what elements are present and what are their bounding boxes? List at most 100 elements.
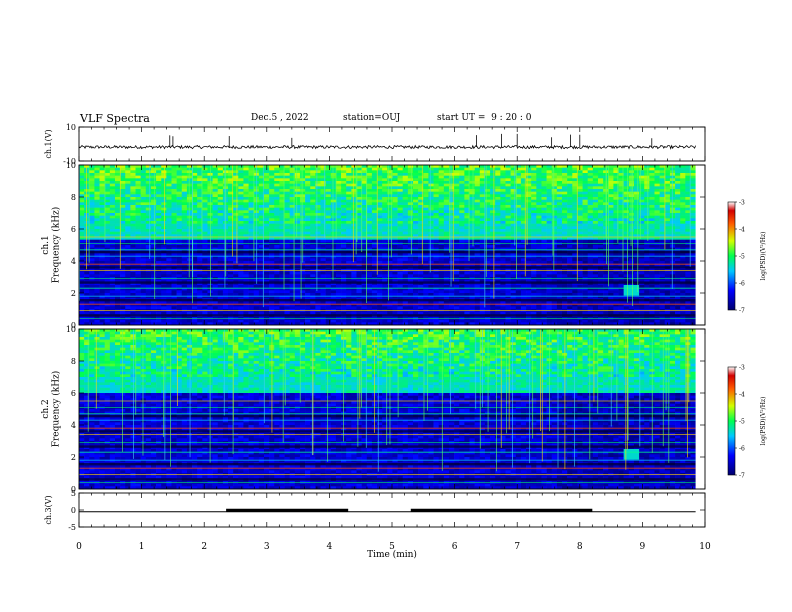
- spectrogram-cell: [238, 239, 244, 243]
- spectrogram-cell: [402, 170, 409, 174]
- spectrogram-cell: [305, 205, 311, 208]
- spectrogram-cell: [330, 221, 337, 224]
- spectrogram-cell: [397, 178, 404, 182]
- spectrogram-cell: [99, 285, 105, 288]
- spectrogram-cell: [341, 282, 347, 286]
- spectrogram-cell: [125, 303, 131, 307]
- spectrogram-cell: [351, 301, 357, 304]
- spectrogram-cell: [495, 170, 501, 174]
- spectrogram-cell: [89, 215, 95, 219]
- spectrogram-cell: [156, 242, 162, 246]
- spectrogram-cell: [413, 271, 419, 275]
- spectrogram-cell: [130, 165, 136, 168]
- spectrogram-cell: [366, 274, 373, 278]
- spectrogram-cell: [150, 293, 157, 296]
- spectrogram-cell: [397, 293, 404, 296]
- spectrogram-cell: [171, 301, 177, 304]
- spectrogram-cell: [192, 255, 198, 259]
- spectrogram-cell: [135, 229, 141, 232]
- spectrogram-cell: [371, 202, 378, 206]
- spectrogram-cell: [217, 253, 224, 256]
- spectrogram-cell: [135, 186, 141, 190]
- spectrogram-cell: [130, 311, 136, 315]
- spectrogram-cell: [284, 194, 290, 198]
- spectrogram-cell: [438, 183, 445, 187]
- spectrogram-cell: [120, 290, 126, 294]
- spectrogram-cell: [320, 237, 326, 240]
- spectrogram-cell: [438, 255, 445, 259]
- spectrogram-cell: [238, 189, 244, 192]
- spectrogram-cell: [387, 306, 393, 310]
- spectrogram-cell: [114, 301, 121, 304]
- spectrogram-cell: [233, 194, 239, 198]
- spectrogram-cell: [135, 322, 141, 326]
- spectrogram-cell: [176, 167, 183, 171]
- spectrogram-cell: [428, 181, 434, 184]
- spectrogram-cell: [438, 290, 445, 294]
- spectrogram-cell: [459, 226, 465, 230]
- spectrogram-cell: [459, 210, 465, 214]
- spectrogram-cell: [243, 322, 249, 326]
- spectrogram-cell: [479, 237, 486, 240]
- spectrogram-cell: [279, 322, 285, 326]
- spectrogram-cell: [490, 253, 496, 256]
- spectrogram-cell: [284, 322, 290, 326]
- spectrogram-cell: [171, 245, 177, 248]
- spectrogram-cell: [130, 295, 136, 299]
- spectrogram-cell: [202, 319, 208, 323]
- spectrogram-cell: [495, 175, 501, 179]
- spectrogram-cell: [243, 189, 249, 192]
- spectrogram-cell: [197, 194, 203, 198]
- spectrogram-cell: [186, 189, 193, 192]
- spectrogram-cell: [289, 175, 296, 179]
- spectrogram-cell: [351, 229, 357, 232]
- spectrogram-cell: [320, 290, 326, 294]
- spectrogram-cell: [166, 258, 172, 262]
- spectrogram-cell: [469, 239, 475, 243]
- spectrogram-cell: [145, 287, 152, 291]
- spectrogram-cell: [448, 239, 455, 243]
- spectrogram-cell: [330, 253, 337, 256]
- spectrogram-cell: [310, 247, 316, 251]
- spectrogram-cell: [84, 253, 90, 256]
- spectrogram-cell: [197, 205, 203, 208]
- spectrogram-cell: [84, 306, 90, 310]
- spectrogram-cell: [413, 215, 419, 219]
- spectrogram-cell: [130, 181, 136, 184]
- spectrogram-cell: [202, 178, 208, 182]
- spectrogram-cell: [294, 234, 301, 238]
- spectrogram-cell: [120, 175, 126, 179]
- spectrogram-cell: [289, 263, 296, 267]
- spectrogram-cell: [192, 189, 198, 192]
- spectrogram-cell: [176, 290, 183, 294]
- spectrogram-cell: [469, 181, 475, 184]
- spectrogram-cell: [89, 194, 95, 198]
- spectrogram-cell: [377, 239, 383, 243]
- spectrogram-cell: [310, 311, 316, 315]
- spectrogram-cell: [469, 247, 475, 251]
- spectrogram-cell: [469, 231, 475, 235]
- spectrogram-cell: [305, 173, 311, 176]
- spectrogram-cell: [330, 226, 337, 230]
- spectrogram-cell: [341, 293, 347, 296]
- spectrogram-cell: [263, 210, 270, 214]
- spectrogram-cell: [263, 178, 270, 182]
- spectrogram-cell: [346, 197, 352, 200]
- spectrogram-cell: [361, 223, 368, 227]
- spectrogram-cell: [407, 245, 414, 248]
- spectrogram-cell: [120, 221, 126, 224]
- spectrogram-cell: [120, 282, 126, 286]
- spectrogram-cell: [222, 322, 229, 326]
- spectrogram-cell: [186, 205, 193, 208]
- spectrogram-cell: [484, 199, 491, 203]
- spectrogram-cell: [222, 306, 229, 310]
- spectrogram-cell: [310, 207, 316, 211]
- spectrogram-cell: [454, 199, 460, 203]
- spectrogram-cell: [176, 199, 183, 203]
- spectrogram-cell: [377, 301, 383, 304]
- spectrogram-cell: [109, 253, 116, 256]
- spectrogram-cell: [156, 253, 162, 256]
- spectrogram-cell: [407, 218, 414, 222]
- spectrogram-cell: [186, 255, 193, 259]
- spectrogram-cell: [135, 167, 141, 171]
